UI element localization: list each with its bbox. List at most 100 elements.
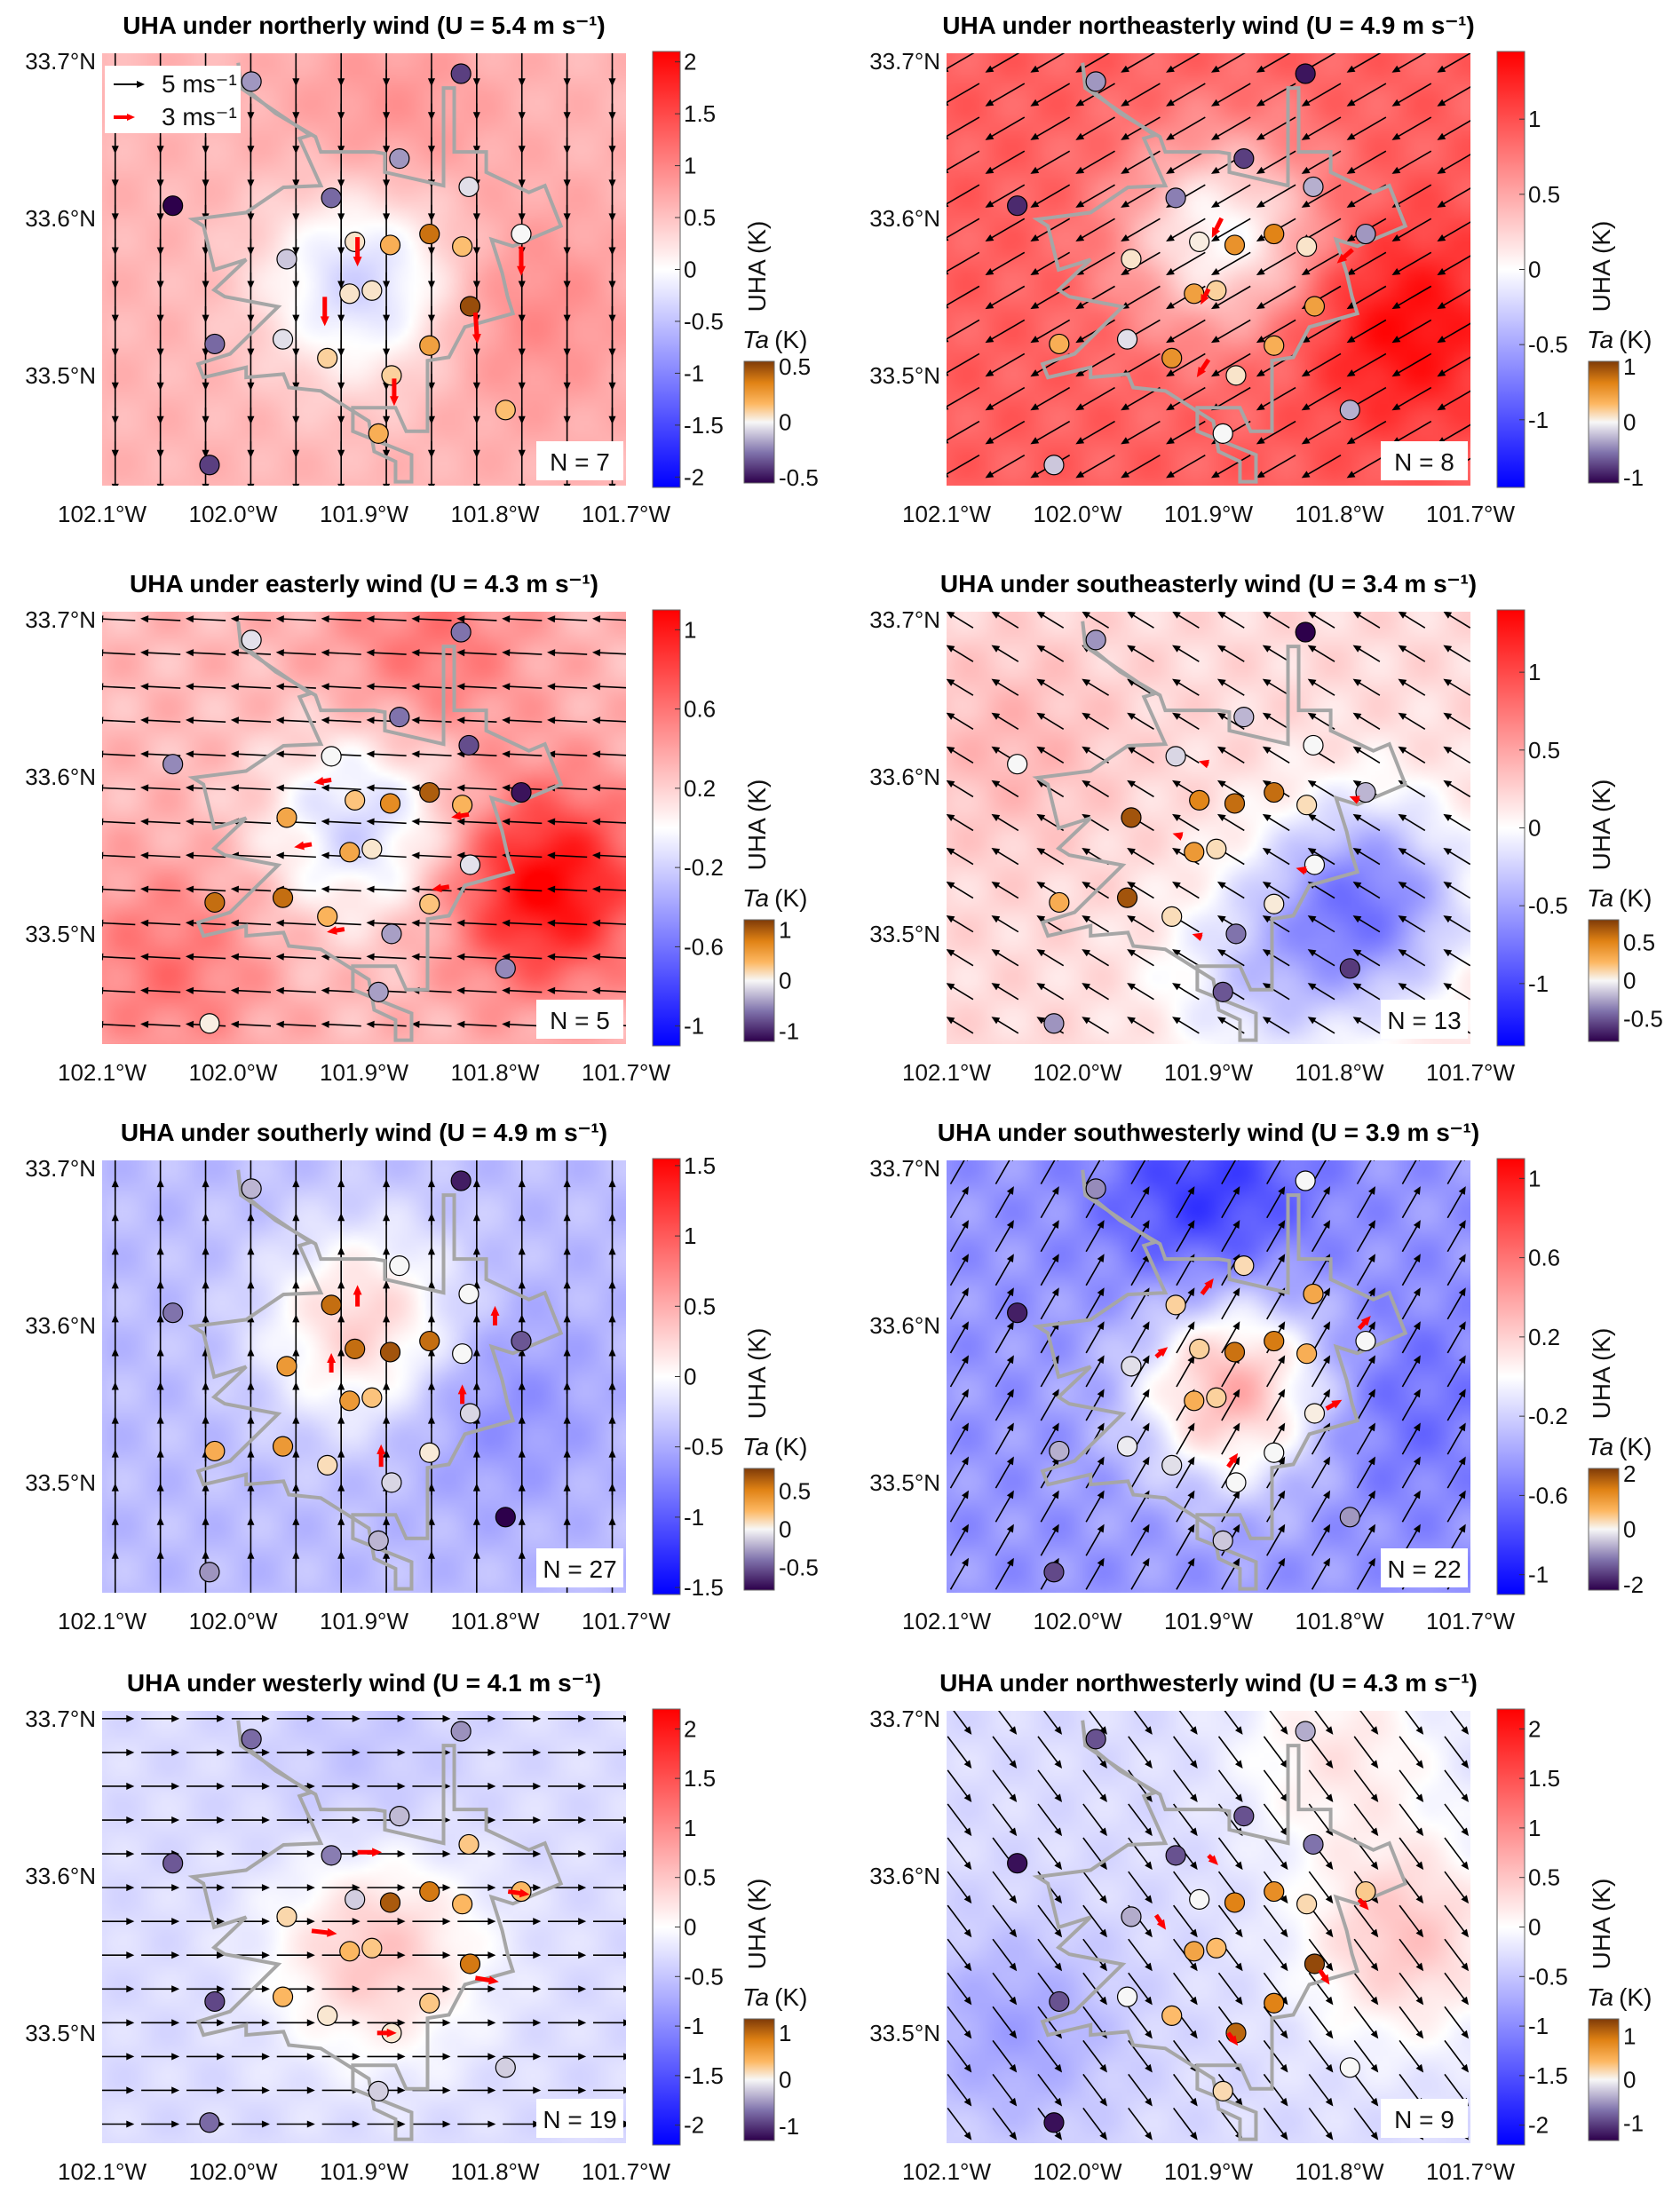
station-marker[interactable] bbox=[276, 1906, 297, 1927]
station-marker[interactable] bbox=[1043, 1562, 1065, 1583]
station-marker[interactable] bbox=[459, 854, 481, 875]
station-marker[interactable] bbox=[199, 2112, 220, 2133]
station-marker[interactable] bbox=[241, 629, 262, 651]
station-marker[interactable] bbox=[379, 234, 401, 256]
station-marker[interactable] bbox=[272, 328, 294, 350]
station-marker[interactable] bbox=[1085, 71, 1106, 92]
station-marker[interactable] bbox=[1225, 365, 1247, 386]
station-marker[interactable] bbox=[317, 1454, 338, 1476]
station-marker[interactable] bbox=[1339, 1507, 1360, 1528]
station-marker[interactable] bbox=[368, 1530, 389, 1551]
station-marker[interactable] bbox=[419, 1442, 440, 1463]
station-marker[interactable] bbox=[272, 887, 294, 908]
station-marker[interactable] bbox=[1355, 1330, 1376, 1352]
station-marker[interactable] bbox=[1189, 789, 1210, 811]
station-marker[interactable] bbox=[1339, 2057, 1360, 2078]
station-marker[interactable] bbox=[241, 1729, 262, 1750]
station-marker[interactable] bbox=[162, 1853, 184, 1874]
station-marker[interactable] bbox=[1295, 621, 1316, 643]
station-marker[interactable] bbox=[276, 1356, 297, 1377]
station-marker[interactable] bbox=[1304, 854, 1326, 875]
station-marker[interactable] bbox=[1295, 1170, 1316, 1191]
station-marker[interactable] bbox=[1355, 1880, 1376, 1903]
station-marker[interactable] bbox=[1304, 1403, 1326, 1424]
station-marker[interactable] bbox=[1295, 1721, 1316, 1742]
station-marker[interactable] bbox=[1303, 1833, 1324, 1856]
station-marker[interactable] bbox=[1189, 1888, 1210, 1910]
station-marker[interactable] bbox=[495, 400, 516, 421]
station-marker[interactable] bbox=[204, 1990, 226, 2013]
station-marker[interactable] bbox=[1121, 249, 1142, 270]
station-marker[interactable] bbox=[1296, 1343, 1318, 1365]
station-marker[interactable] bbox=[450, 63, 472, 84]
station-marker[interactable] bbox=[368, 423, 389, 444]
station-marker[interactable] bbox=[1295, 63, 1316, 84]
station-marker[interactable] bbox=[419, 1330, 440, 1352]
station-marker[interactable] bbox=[199, 1013, 220, 1034]
station-marker[interactable] bbox=[1049, 1990, 1070, 2013]
station-marker[interactable] bbox=[1304, 1953, 1326, 1975]
station-marker[interactable] bbox=[361, 1937, 383, 1959]
station-marker[interactable] bbox=[199, 455, 220, 476]
station-marker[interactable] bbox=[1184, 1390, 1205, 1412]
station-marker[interactable] bbox=[1224, 793, 1246, 814]
station-marker[interactable] bbox=[511, 781, 532, 803]
station-marker[interactable] bbox=[1121, 1356, 1142, 1377]
station-marker[interactable] bbox=[459, 1403, 481, 1424]
station-marker[interactable] bbox=[1303, 1283, 1324, 1305]
station-marker[interactable] bbox=[450, 1721, 472, 1742]
station-marker[interactable] bbox=[1121, 807, 1142, 828]
station-marker[interactable] bbox=[379, 1341, 401, 1363]
station-marker[interactable] bbox=[1233, 147, 1255, 170]
station-marker[interactable] bbox=[1264, 1992, 1285, 2014]
station-marker[interactable] bbox=[1206, 1387, 1227, 1408]
station-marker[interactable] bbox=[1212, 2080, 1233, 2101]
station-marker[interactable] bbox=[1161, 347, 1183, 368]
station-marker[interactable] bbox=[321, 1294, 342, 1316]
station-marker[interactable] bbox=[1233, 1254, 1255, 1277]
station-marker[interactable] bbox=[1007, 1853, 1028, 1874]
station-marker[interactable] bbox=[1161, 2005, 1183, 2026]
station-marker[interactable] bbox=[419, 893, 440, 914]
station-marker[interactable] bbox=[495, 1507, 516, 1528]
station-marker[interactable] bbox=[1304, 296, 1326, 317]
station-marker[interactable] bbox=[389, 1805, 410, 1827]
station-marker[interactable] bbox=[276, 807, 297, 828]
station-marker[interactable] bbox=[419, 223, 440, 245]
station-marker[interactable] bbox=[204, 891, 226, 914]
station-marker[interactable] bbox=[1225, 1472, 1247, 1493]
station-marker[interactable] bbox=[381, 923, 402, 945]
station-marker[interactable] bbox=[345, 789, 366, 811]
station-marker[interactable] bbox=[1339, 400, 1360, 421]
station-marker[interactable] bbox=[272, 1436, 294, 1457]
station-marker[interactable] bbox=[1212, 1530, 1233, 1551]
station-marker[interactable] bbox=[1184, 1941, 1205, 1962]
station-marker[interactable] bbox=[241, 71, 262, 92]
station-marker[interactable] bbox=[389, 147, 410, 170]
station-marker[interactable] bbox=[204, 1440, 226, 1462]
station-marker[interactable] bbox=[389, 706, 410, 728]
station-marker[interactable] bbox=[1355, 781, 1376, 803]
station-marker[interactable] bbox=[317, 906, 338, 927]
station-marker[interactable] bbox=[458, 176, 479, 198]
station-marker[interactable] bbox=[1085, 1178, 1106, 1199]
station-marker[interactable] bbox=[1206, 838, 1227, 859]
station-marker[interactable] bbox=[1264, 335, 1285, 356]
station-marker[interactable] bbox=[204, 333, 226, 355]
station-marker[interactable] bbox=[1043, 1013, 1065, 1034]
station-marker[interactable] bbox=[379, 793, 401, 814]
station-marker[interactable] bbox=[1264, 1330, 1285, 1352]
station-marker[interactable] bbox=[1224, 1892, 1246, 1913]
station-marker[interactable] bbox=[381, 365, 402, 386]
station-marker[interactable] bbox=[511, 223, 532, 245]
station-marker[interactable] bbox=[1116, 328, 1138, 350]
station-marker[interactable] bbox=[450, 1170, 472, 1191]
station-marker[interactable] bbox=[339, 283, 361, 305]
station-marker[interactable] bbox=[458, 1283, 479, 1305]
station-marker[interactable] bbox=[1161, 906, 1183, 927]
station-marker[interactable] bbox=[511, 1330, 532, 1352]
station-marker[interactable] bbox=[495, 2057, 516, 2078]
station-marker[interactable] bbox=[379, 1892, 401, 1913]
station-marker[interactable] bbox=[1116, 1986, 1138, 2007]
station-marker[interactable] bbox=[368, 981, 389, 1002]
